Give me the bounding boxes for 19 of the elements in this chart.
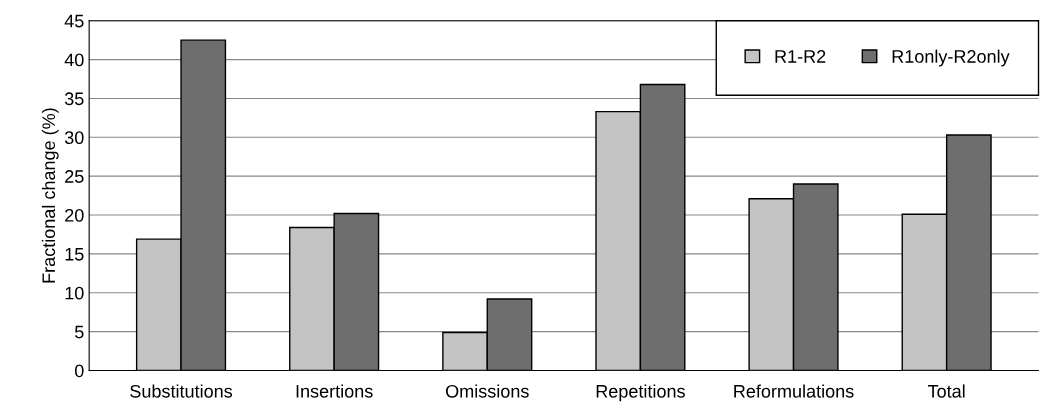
y-tick-label: 40	[64, 53, 84, 67]
legend-label: R1only-R2only	[892, 49, 1010, 67]
x-tick-label: Substitutions	[130, 384, 233, 398]
y-tick-label: 45	[64, 14, 84, 28]
legend-label: R1-R2	[775, 50, 826, 63]
y-tick-label: 25	[65, 170, 84, 183]
y-axis-title: Fractional change (%)	[41, 108, 59, 283]
y-tick-label: 30	[64, 131, 84, 145]
x-tick-label: Reformulations	[734, 384, 854, 398]
x-tick-label: Repetitions	[596, 384, 685, 402]
y-tick-label: 20	[65, 208, 84, 222]
x-tick-label: Total	[927, 384, 965, 398]
y-tick-label: 15	[65, 248, 84, 261]
y-tick-label: 35	[64, 92, 84, 106]
x-tick-label: Omissions	[446, 384, 529, 398]
y-tick-label: 10	[65, 286, 84, 300]
y-tick-label: 0	[74, 364, 84, 378]
y-tick-label: 5	[74, 325, 84, 339]
x-tick-label: Insertions	[296, 384, 373, 398]
